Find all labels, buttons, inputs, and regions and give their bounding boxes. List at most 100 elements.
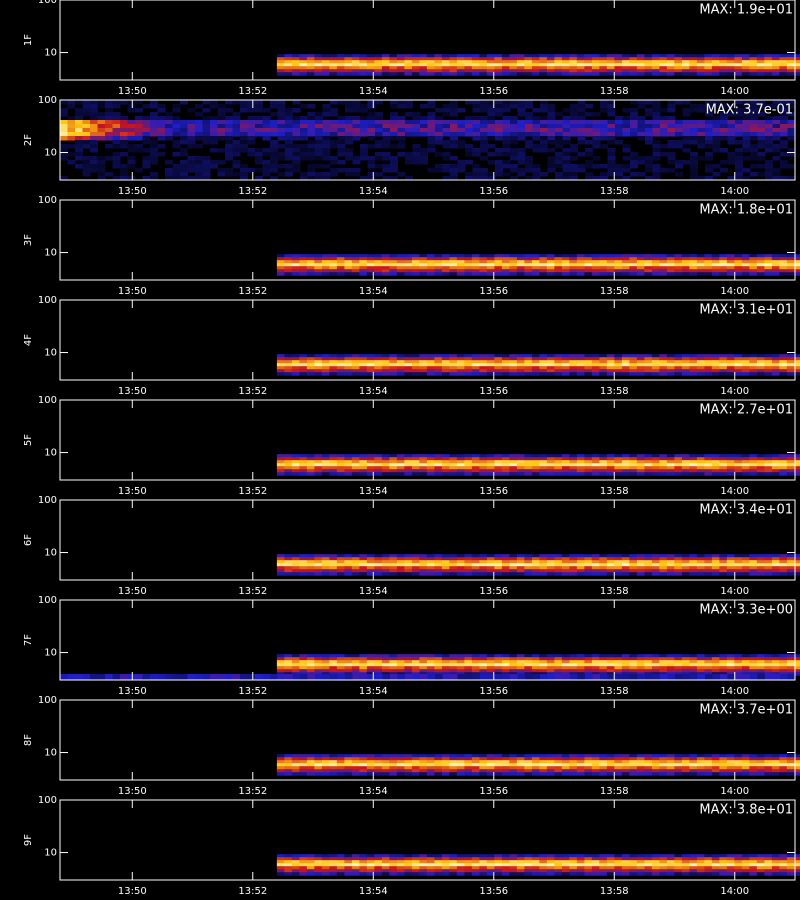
heat-cell [299,569,308,573]
heat-cell [727,152,736,157]
heat-cell [382,124,391,129]
heat-cell [172,144,181,149]
heat-cell [765,104,773,109]
heat-cell [719,372,728,376]
heat-cell [794,354,800,358]
heat-cell [771,69,780,73]
heat-cell [284,772,293,776]
heat-cell [546,466,555,470]
heat-cell [674,660,683,664]
heat-cell [734,672,743,676]
heat-cell [711,66,720,70]
heat-cell [584,763,593,767]
heat-cell [539,754,548,758]
heat-cell [607,128,616,133]
heat-cell [681,572,690,576]
heat-cell [779,463,788,467]
heat-cell [449,466,458,470]
heat-cell [772,120,781,125]
heat-cell [794,60,800,64]
heat-cell [764,472,773,476]
heat-cell [771,560,780,564]
heat-cell [337,132,346,137]
heat-cell [756,57,765,61]
heat-cell [314,669,323,673]
heat-cell [652,176,661,181]
heat-cell [441,254,450,258]
heat-cell [681,263,690,267]
heat-cell [284,66,293,70]
heat-cell [306,360,315,364]
heat-cell [285,172,293,177]
heat-cell [516,269,525,273]
heat-cell [374,263,383,267]
heat-cell [471,560,480,564]
heat-cell [291,657,300,661]
heat-cell [510,128,518,133]
heat-cell [771,260,780,264]
heat-cell [480,100,488,105]
heat-cell [591,263,600,267]
heat-cell [165,172,173,177]
heat-cell [82,172,91,177]
heat-cell [509,566,518,570]
heat-cell [652,120,661,125]
heat-cell [299,654,308,658]
heat-cell [396,772,405,776]
heat-cell [509,672,518,676]
heat-cell [741,563,750,567]
heat-cell [426,672,435,676]
heat-cell [630,108,638,113]
heat-cell [637,100,646,105]
heat-cell [779,654,788,658]
heat-cell [351,57,360,61]
heat-cell [352,108,361,113]
heat-cell [396,666,405,670]
heat-cell [351,572,360,576]
heat-cell [307,148,316,153]
heat-cell [390,156,398,161]
heat-cell [202,172,211,177]
heat-cell [195,176,203,181]
heat-cell [262,120,271,125]
heat-cell [494,757,503,761]
heat-cell [615,124,623,129]
heat-cell [645,160,653,165]
heat-cell [719,357,728,361]
heat-cell [404,354,413,358]
heat-cell [195,172,203,177]
heat-cell [381,60,390,64]
heat-cell [525,112,533,117]
heat-cell [299,472,308,476]
heat-cell [344,54,353,58]
heat-cell [321,54,330,58]
heat-cell [142,674,151,680]
heat-cell [299,657,308,661]
heat-cell [291,269,300,273]
heat-cell [172,168,181,173]
x-tick-label: 13:56 [479,686,508,697]
heat-cell [292,168,301,173]
heat-cell [756,60,765,64]
heat-cell [441,66,450,70]
heat-cell [75,124,83,129]
heat-cell [705,156,713,161]
heat-cell [120,144,128,149]
heat-cell [644,757,653,761]
heat-cell [516,757,525,761]
heat-cell [621,563,630,567]
heat-cell [524,366,533,370]
heat-cell [366,457,375,461]
heat-cell [689,254,698,258]
heat-cell [569,354,578,358]
heat-cell [764,263,773,267]
heat-cell [465,674,473,680]
heat-cell [285,144,293,149]
heat-cell [336,763,345,767]
heat-cell [756,72,765,76]
heat-cell [516,766,525,770]
heat-cell [704,460,713,464]
heat-cell [366,460,375,464]
heat-cell [756,272,765,276]
heat-cell [600,104,608,109]
